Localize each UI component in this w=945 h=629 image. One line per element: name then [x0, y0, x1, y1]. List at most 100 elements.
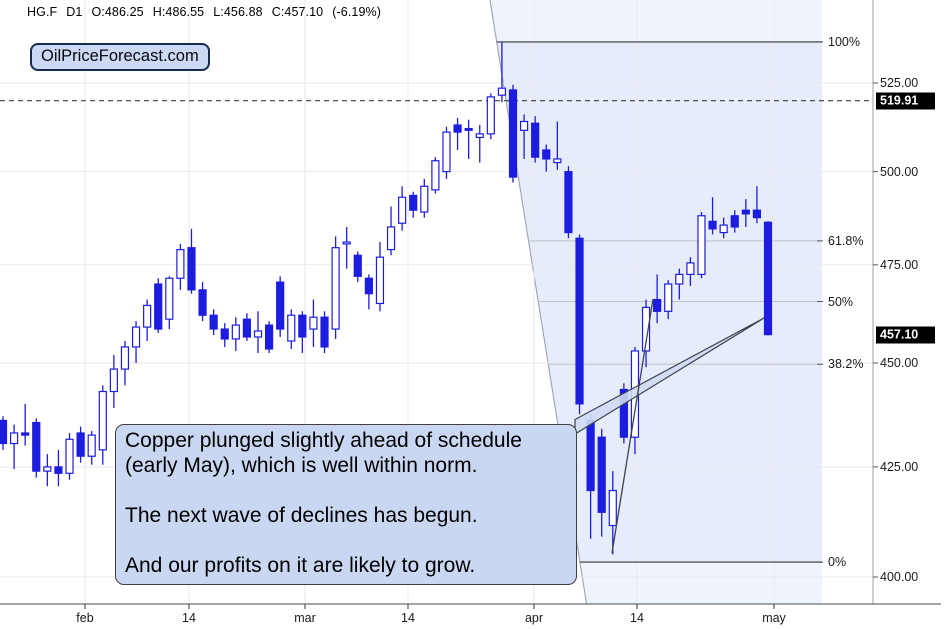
- high-value: H:486.55: [152, 5, 205, 19]
- candle-body: [475, 133, 484, 139]
- candle-body: [531, 122, 540, 158]
- candle-body: [21, 432, 30, 436]
- time-axis-label: 14: [182, 611, 196, 625]
- candle-body: [619, 388, 628, 438]
- time-axis-label: 14: [630, 611, 644, 625]
- price-badge: 457.10: [876, 326, 935, 344]
- candle-body: [353, 254, 362, 277]
- candle-body: [752, 209, 762, 219]
- candle-body: [763, 221, 773, 336]
- candle-body: [519, 120, 529, 131]
- candle-body: [120, 346, 130, 370]
- candle-body: [209, 314, 218, 330]
- price-axis-label: 450.00: [880, 356, 919, 371]
- candle-body: [165, 277, 174, 320]
- candle-body: [442, 131, 451, 173]
- candle-body: [564, 171, 573, 234]
- candle-body: [431, 160, 440, 191]
- ohlc-header: HG.F D1 O:486.25 H:486.55 L:456.88 C:457.10 (-…: [27, 5, 390, 19]
- candle-body: [386, 226, 396, 251]
- fib-level-label: 61.8%: [828, 233, 864, 248]
- candle-body: [675, 273, 684, 285]
- candle-body: [198, 289, 207, 316]
- fib-level-label: 38.2%: [828, 357, 864, 372]
- candle-body: [486, 96, 495, 135]
- candle-body: [664, 283, 673, 312]
- candle-body: [54, 466, 63, 474]
- candle-body: [586, 419, 595, 492]
- callout-paragraph-2: The next wave of declines has begun.: [125, 504, 478, 527]
- price-axis-label: 475.00: [880, 257, 919, 272]
- candle-body: [331, 247, 340, 330]
- candle-body: [375, 256, 385, 305]
- candle-body: [176, 248, 185, 279]
- candle-body: [542, 149, 551, 160]
- time-axis-label: may: [762, 611, 786, 625]
- candle-body: [708, 220, 717, 230]
- candle-body: [653, 298, 662, 312]
- candle-body: [730, 215, 739, 228]
- price-axis-label: 500.00: [880, 164, 919, 179]
- candle-body: [276, 281, 285, 330]
- candle-body: [641, 306, 651, 352]
- candle-body: [109, 368, 118, 393]
- candle-body: [597, 436, 606, 513]
- candle-body: [253, 330, 263, 338]
- candle-body: [131, 326, 141, 348]
- candle-body: [154, 283, 163, 330]
- open-value: O:486.25: [91, 5, 144, 19]
- candle-body: [364, 277, 373, 295]
- candle-body: [287, 314, 296, 342]
- candle-body: [575, 237, 584, 405]
- candle-body: [298, 314, 307, 338]
- fib-level-label: 50%: [828, 294, 854, 309]
- candle-body: [309, 316, 318, 330]
- candle-body: [553, 158, 562, 164]
- candle-body: [65, 438, 74, 474]
- price-badge: 519.91: [876, 92, 935, 110]
- callout-paragraph-3: And our profits on it are likely to grow…: [125, 554, 476, 577]
- close-value: C:457.10: [271, 5, 324, 19]
- candle-body: [420, 185, 429, 213]
- candle-body: [187, 247, 196, 291]
- candle-body: [242, 318, 252, 338]
- logo-badge[interactable]: OilPriceForecast.com: [30, 43, 210, 71]
- symbol-label: HG.F: [27, 5, 58, 19]
- price-axis-label: 525.00: [880, 76, 919, 90]
- candle-body: [697, 215, 706, 275]
- candle-body: [453, 124, 462, 133]
- candle-body: [342, 241, 351, 245]
- callout-box: Copper plunged slightly ahead of schedul…: [115, 424, 577, 585]
- change-value: (-6.19%): [332, 5, 381, 19]
- candle-body: [143, 304, 152, 328]
- candle-body: [0, 419, 8, 445]
- candle-body: [719, 224, 728, 234]
- candle-body: [32, 421, 41, 472]
- candle-body: [686, 262, 695, 275]
- candle-body: [464, 127, 473, 131]
- candle-body: [98, 390, 107, 451]
- candle-body: [497, 87, 507, 96]
- candle-body: [398, 196, 407, 224]
- trend-line: [611, 298, 654, 554]
- time-axis-label: apr: [524, 611, 544, 625]
- candle-body: [608, 489, 617, 527]
- time-axis-label: feb: [76, 611, 94, 625]
- candle-body: [264, 324, 274, 350]
- timeframe-label: D1: [66, 5, 83, 19]
- price-axis-label: 425.00: [880, 459, 919, 474]
- candle-body: [741, 209, 750, 215]
- fib-level-label: 0%: [828, 555, 847, 570]
- candle-body: [220, 328, 229, 340]
- fib-level-label: 100%: [828, 34, 860, 49]
- candle-body: [87, 434, 96, 457]
- candle-body: [320, 316, 329, 348]
- candle-body: [508, 89, 518, 178]
- low-value: L:456.88: [213, 5, 263, 19]
- candle-body: [43, 466, 52, 472]
- candle-body: [76, 432, 85, 457]
- price-axis-label: 400.00: [880, 569, 919, 584]
- candle-body: [409, 194, 418, 211]
- time-axis-label: mar: [294, 611, 316, 625]
